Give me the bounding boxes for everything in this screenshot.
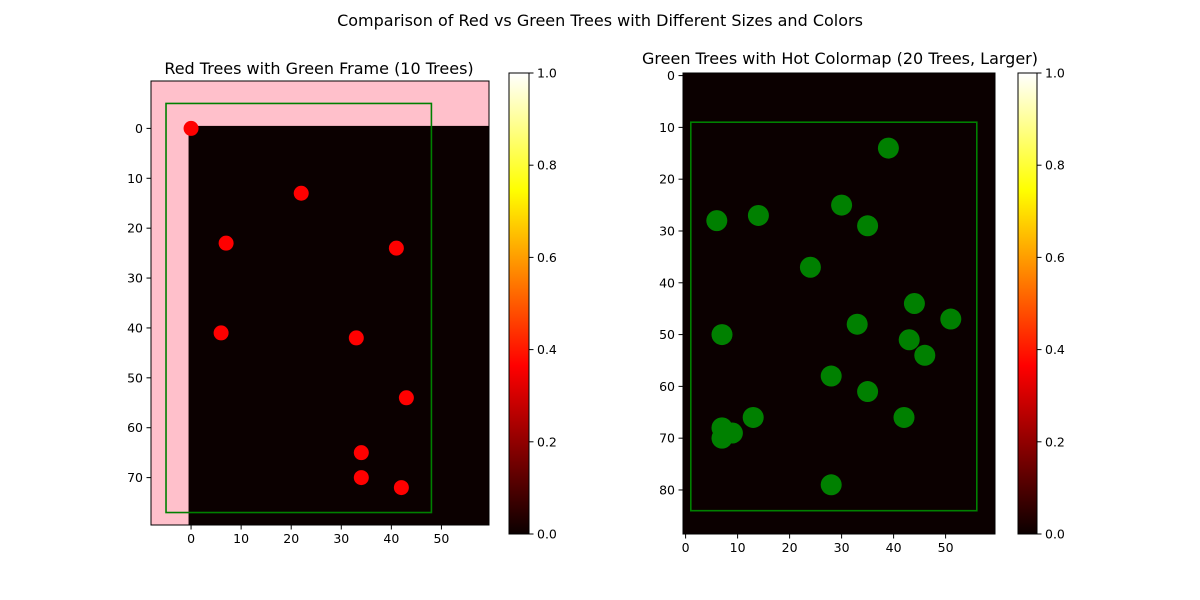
tree-point [353,470,369,486]
tree-point [348,330,364,346]
colorbar-left: 0.0 0.2 0.4 0.6 0.8 1.0 [508,66,557,542]
colorbar-tick-label: 0.6 [537,250,557,265]
y-tick-label: 80 [659,482,675,497]
y-tick-label: 60 [659,379,675,394]
tree-point [353,445,369,461]
tree-point [799,256,821,278]
x-tick-label: 30 [834,540,850,555]
tree-point [877,137,899,159]
colorbar-tick-label: 1.0 [537,66,557,81]
tree-point [388,240,404,256]
colorbar-tick-label: 0.8 [1045,158,1065,173]
colorbar-tick-label: 0.4 [1045,342,1065,357]
colorbar-tick-label: 0.0 [537,527,557,542]
y-tick-label: 0 [135,121,143,136]
chart-title: Green Trees with Hot Colormap (20 Trees,… [642,49,1038,68]
frame-rectangle [165,102,433,514]
y-tick-label: 50 [127,370,143,385]
x-tick-label: 0 [187,531,195,546]
tree-point [903,293,925,314]
colorbar-tick-label: 0.2 [1045,434,1065,449]
axes-spines [682,72,996,535]
colorbar-tick-label: 1.0 [1045,66,1065,81]
chart-green-trees: Green Trees with Hot Colormap (20 Trees,… [642,49,1038,555]
x-tick-label: 0 [682,540,690,555]
frame-rectangle [689,121,978,512]
tree-point [820,365,842,387]
y-tick-label: 40 [659,275,675,290]
tree-point [742,406,764,428]
tree-point [218,235,234,251]
x-tick-label: 10 [730,540,746,555]
tree-point [393,480,409,496]
x-tick-label: 50 [433,531,449,546]
colorbar-right: 0.0 0.2 0.4 0.6 0.8 1.0 [1017,66,1065,542]
colorbar-tick-label: 0.2 [537,434,557,449]
x-tick-label: 50 [938,540,954,555]
chart-title: Red Trees with Green Frame (10 Trees) [164,59,473,78]
y-tick-label: 70 [659,431,675,446]
plot-area: 0 10 20 30 40 50 0 10 20 30 40 50 60 70 [127,80,490,546]
tree-point [857,381,879,403]
y-tick-label: 0 [667,68,675,83]
heatmap-image [683,73,995,534]
y-tick-label: 30 [659,223,675,238]
y-tick-label: 60 [127,420,143,435]
x-tick-label: 40 [383,531,399,546]
axes-spines [150,80,490,526]
tree-point [820,474,842,496]
y-tick-label: 70 [127,470,143,485]
colorbar-tick-label: 0.4 [537,342,557,357]
y-tick-label: 40 [127,320,143,335]
y-tick-label: 20 [127,221,143,236]
tree-point [711,324,733,346]
y-tick-label: 30 [127,271,143,286]
tree-point [706,210,728,232]
x-tick-label: 20 [283,531,299,546]
tree-point [711,427,733,449]
tree-point [893,406,915,428]
tree-point [831,194,853,216]
x-tick-label: 40 [886,540,902,555]
colorbar-tick-label: 0.8 [537,158,557,173]
y-tick-label: 50 [659,327,675,342]
tree-point [213,325,229,341]
tree-point [398,390,414,406]
tree-point [747,204,769,226]
y-tick-label: 20 [659,172,675,187]
tree-point [857,215,879,237]
tree-point [293,185,309,201]
x-tick-label: 10 [233,531,249,546]
colorbar-tick-label: 0.6 [1045,250,1065,265]
plot-area: 0 10 20 30 40 50 0 10 20 30 40 50 60 70 80 [659,68,996,555]
colorbar-tick-label: 0.0 [1045,527,1065,542]
tree-point [898,329,920,351]
colorbar-gradient [508,72,530,535]
y-tick-label: 10 [659,120,675,135]
x-tick-label: 30 [333,531,349,546]
figure-suptitle: Comparison of Red vs Green Trees with Di… [337,11,863,30]
colorbar-gradient [1017,72,1038,535]
chart-red-trees: Red Trees with Green Frame (10 Trees) 0 1… [127,59,490,546]
tree-point [846,313,868,335]
y-tick-label: 10 [127,171,143,186]
heatmap-image [188,125,490,526]
tree-point [183,120,199,136]
tree-point [914,344,936,366]
tree-point [940,308,962,330]
x-tick-label: 20 [782,540,798,555]
